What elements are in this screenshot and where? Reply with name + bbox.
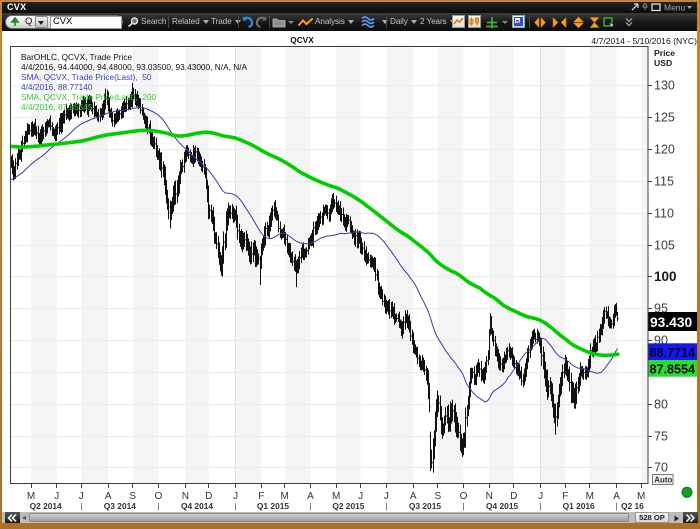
svg-text:A: A <box>105 491 112 502</box>
svg-text:110: 110 <box>654 207 674 221</box>
svg-text:A: A <box>307 491 314 502</box>
svg-text:M: M <box>586 491 594 502</box>
svg-text:A: A <box>410 491 417 502</box>
svg-text:105: 105 <box>654 239 675 253</box>
svg-text:USD: USD <box>654 58 672 68</box>
svg-text:Q2 2014: Q2 2014 <box>30 501 62 511</box>
svg-text:|: | <box>462 501 464 511</box>
svg-text:J: J <box>54 491 59 502</box>
svg-text:|: | <box>235 501 237 511</box>
svg-text:4/4/2016, 87.85545: 4/4/2016, 87.85545 <box>21 102 93 112</box>
svg-text:A: A <box>613 491 620 502</box>
svg-text:N: N <box>182 491 189 502</box>
svg-text:|: | <box>157 501 159 511</box>
svg-text:M: M <box>332 491 340 502</box>
svg-text:88.7714: 88.7714 <box>650 346 696 360</box>
svg-text:Q4 2015: Q4 2015 <box>486 501 518 511</box>
svg-text:|: | <box>616 501 618 511</box>
svg-text:SMA, QCVX, Trade Price(Last),: SMA, QCVX, Trade Price(Last), 50 <box>21 72 152 82</box>
svg-text:D: D <box>205 491 212 502</box>
svg-text:Q2 2015: Q2 2015 <box>332 501 364 511</box>
svg-text:Menu: Menu <box>664 3 686 12</box>
svg-text:Q1 2015: Q1 2015 <box>257 501 289 511</box>
svg-text:|: | <box>385 501 387 511</box>
svg-text:J: J <box>538 491 543 502</box>
svg-text:120: 120 <box>654 143 675 157</box>
svg-text:J: J <box>233 491 238 502</box>
svg-text:93.430: 93.430 <box>650 315 693 330</box>
svg-text:4/4/2016, 94.44000, 94.48000,: 4/4/2016, 94.44000, 94.48000, 93.03500, … <box>21 62 248 72</box>
svg-text:O: O <box>155 491 163 502</box>
svg-text:|: | <box>540 501 542 511</box>
svg-text:4/4/2016, 88.77140: 4/4/2016, 88.77140 <box>21 82 93 92</box>
svg-text:Q4 2014: Q4 2014 <box>181 501 213 511</box>
svg-text:Auto: Auto <box>654 476 672 485</box>
svg-text:115: 115 <box>654 175 674 189</box>
svg-text:S: S <box>434 491 441 502</box>
svg-text:Q3 2014: Q3 2014 <box>104 501 136 511</box>
svg-text:4/7/2014 - 5/10/2016 (NYC): 4/7/2014 - 5/10/2016 (NYC) <box>591 36 697 46</box>
svg-text:F: F <box>562 491 568 502</box>
svg-text:M: M <box>27 491 35 502</box>
svg-text:F: F <box>258 491 264 502</box>
svg-text:70: 70 <box>654 461 668 475</box>
svg-text:Price: Price <box>654 48 675 58</box>
svg-text:125: 125 <box>654 111 675 125</box>
svg-text:J: J <box>384 491 389 502</box>
svg-text:BarOHLC, QCVX, Trade Price: BarOHLC, QCVX, Trade Price <box>21 52 133 62</box>
svg-text:80: 80 <box>654 398 668 412</box>
svg-text:75: 75 <box>654 430 668 444</box>
svg-text:SMA, QCVX, Trade Price(Last),: SMA, QCVX, Trade Price(Last), 200 <box>21 92 156 102</box>
svg-text:J: J <box>79 491 84 502</box>
svg-text:J: J <box>358 491 363 502</box>
svg-text:QCVX: QCVX <box>290 35 314 45</box>
svg-text:M: M <box>281 491 289 502</box>
svg-text:N: N <box>486 491 493 502</box>
svg-text:|: | <box>80 501 82 511</box>
svg-text:Q3 2015: Q3 2015 <box>409 501 441 511</box>
svg-text:|: | <box>309 501 311 511</box>
svg-text:Q1 2016: Q1 2016 <box>563 501 595 511</box>
svg-text:130: 130 <box>654 79 675 93</box>
svg-text:87.8554: 87.8554 <box>650 363 696 377</box>
svg-text:O: O <box>460 491 468 502</box>
svg-text:D: D <box>510 491 517 502</box>
svg-text:100: 100 <box>654 269 677 284</box>
svg-text:Q2 16: Q2 16 <box>621 501 644 511</box>
svg-text:M: M <box>637 491 645 502</box>
svg-text:S: S <box>129 491 136 502</box>
